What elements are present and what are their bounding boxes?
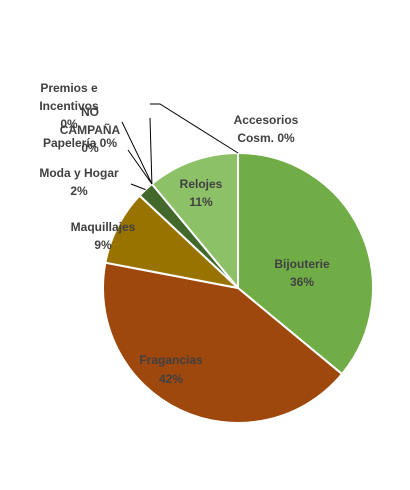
label-bijouterie-name: Bijouterie: [274, 257, 330, 271]
slice-label-accesorios-cosm: Accesorios Cosm. 0%: [234, 113, 299, 145]
leader-line-papeleria: [127, 149, 153, 185]
label-bijouterie-pct: 36%: [290, 275, 314, 289]
slice-label-maquillajes: Maquillajes 9%: [71, 220, 136, 252]
label-papeleria: Papelería 0%: [43, 136, 117, 150]
label-no-campana-line1: NO: [81, 105, 99, 119]
leader-lines: [121, 103, 239, 191]
label-no-campana-line2: CAMPAÑA: [60, 122, 121, 137]
label-accesorios-line2: Cosm. 0%: [237, 131, 295, 145]
slice-label-fragancias: Fragancias 42%: [139, 353, 203, 386]
slice-label-relojes: Relojes 11%: [180, 177, 223, 209]
leader-line-premios-e-incentivos: [149, 117, 153, 185]
label-fragancias-pct: 42%: [159, 372, 183, 386]
label-relojes-name: Relojes: [180, 177, 223, 191]
leader-line-no-campana: [121, 121, 153, 185]
label-maquillajes-pct: 9%: [94, 238, 112, 252]
label-fragancias-name: Fragancias: [139, 353, 203, 367]
label-moda-pct: 2%: [70, 184, 88, 198]
leader-line-moda-y-hogar: [130, 183, 146, 191]
slice-label-moda-y-hogar: Moda y Hogar 2%: [39, 166, 119, 198]
pie-slice-fragancias: [102, 261, 344, 424]
label-premios-line1: Premios e: [40, 81, 98, 95]
label-moda-name: Moda y Hogar: [39, 166, 119, 180]
label-accesorios-line1: Accesorios: [234, 113, 299, 127]
pie-slice-bijouterie: [237, 152, 374, 376]
pie-slice-relojes: [150, 152, 239, 289]
label-relojes-pct: 11%: [189, 195, 213, 209]
slice-label-no-campana: NO CAMPAÑA 0%: [60, 105, 121, 155]
slice-label-premios-e-incentivos: Premios e Incentivos 0%: [39, 81, 99, 131]
slice-label-papeleria: Papelería 0%: [43, 136, 117, 150]
pie-slices: [102, 152, 374, 424]
label-premios-line2: Incentivos: [39, 99, 99, 113]
label-premios-pct: 0%: [60, 117, 78, 131]
label-maquillajes-name: Maquillajes: [71, 220, 136, 234]
leader-line-accesorios-cosm: [150, 103, 239, 154]
label-no-campana-pct: 0%: [81, 141, 99, 155]
slice-label-bijouterie: Bijouterie 36%: [274, 257, 330, 289]
